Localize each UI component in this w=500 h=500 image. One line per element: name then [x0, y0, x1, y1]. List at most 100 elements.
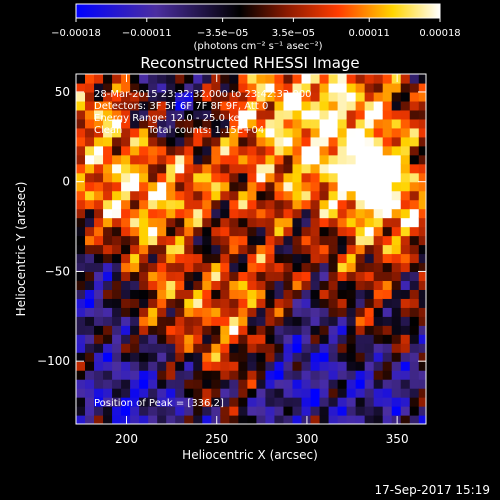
heatmap-cell: [139, 100, 149, 111]
heatmap-cell: [400, 235, 411, 246]
heatmap-cell: [103, 136, 113, 147]
heatmap-cell: [139, 343, 149, 353]
heatmap-cell: [85, 289, 95, 299]
heatmap-cell: [400, 74, 411, 84]
heatmap-cell: [247, 352, 258, 362]
heatmap-cell: [229, 325, 239, 335]
heatmap-cell: [148, 343, 158, 353]
heatmap-cell: [130, 74, 140, 84]
heatmap-cell: [220, 343, 230, 353]
heatmap-cell: [130, 406, 140, 416]
heatmap-cell: [310, 163, 321, 174]
heatmap-cell: [292, 262, 303, 273]
heatmap-cell: [139, 280, 149, 290]
heatmap-cell: [211, 307, 221, 317]
heatmap-cell: [256, 280, 267, 290]
y-tick-label: −100: [37, 354, 70, 368]
heatmap-cell: [373, 262, 384, 273]
heatmap-cell: [193, 172, 203, 183]
heatmap-cell: [202, 100, 212, 111]
heatmap-cell: [292, 406, 303, 416]
heatmap-cell: [310, 100, 321, 111]
heatmap-cell: [211, 74, 221, 84]
heatmap-cell: [211, 136, 221, 147]
heatmap-cell: [238, 145, 248, 156]
heatmap-cell: [283, 91, 294, 102]
heatmap-cell: [391, 199, 402, 210]
heatmap-cell: [328, 262, 339, 273]
heatmap-cell: [220, 190, 230, 201]
heatmap-cell: [193, 181, 203, 192]
heatmap-cell: [382, 154, 393, 165]
heatmap-cell: [247, 118, 258, 129]
heatmap-cell: [256, 298, 267, 308]
heatmap-cell: [112, 298, 122, 308]
heatmap-cell: [346, 199, 357, 210]
heatmap-cell: [364, 190, 375, 201]
heatmap-cell: [364, 343, 375, 353]
heatmap-cell: [94, 145, 104, 156]
heatmap-cell: [382, 127, 393, 138]
y-tick-label: 0: [62, 175, 70, 189]
heatmap-cell: [148, 109, 158, 120]
heatmap-cell: [76, 181, 86, 192]
heatmap-cell: [229, 397, 239, 407]
heatmap-cell: [139, 307, 149, 317]
heatmap-cell: [193, 145, 203, 156]
colorbar-tick-label: −3.5e−05: [197, 28, 249, 39]
heatmap-cell: [292, 253, 303, 264]
heatmap-cell: [112, 181, 122, 192]
heatmap-cell: [391, 352, 402, 362]
heatmap-cell: [112, 100, 122, 111]
heatmap-cell: [301, 208, 312, 219]
heatmap-cell: [148, 82, 158, 93]
heatmap-cell: [328, 154, 339, 165]
heatmap-cell: [256, 190, 267, 201]
heatmap-cell: [130, 298, 140, 308]
heatmap-cell: [94, 289, 104, 299]
heatmap-cell: [148, 136, 158, 147]
heatmap-cell: [175, 307, 185, 317]
heatmap-cell: [193, 199, 203, 210]
heatmap-cell: [373, 217, 384, 228]
heatmap-cell: [346, 181, 357, 192]
heatmap-cell: [139, 91, 149, 102]
colorbar-tick-label: 0.00011: [349, 28, 390, 39]
heatmap-cell: [391, 74, 402, 84]
heatmap-cell: [301, 262, 312, 273]
heatmap-cell: [157, 280, 167, 290]
heatmap-cell: [130, 370, 140, 380]
heatmap-cell: [193, 82, 203, 93]
heatmap-cell: [220, 109, 230, 120]
heatmap-cell: [175, 109, 185, 120]
heatmap-cell: [148, 172, 158, 183]
heatmap-cell: [382, 415, 393, 424]
heatmap-cell: [184, 370, 194, 380]
heatmap-cell: [364, 379, 375, 389]
heatmap-cell: [220, 361, 230, 371]
heatmap-cell: [346, 127, 357, 138]
heatmap-cell: [130, 361, 140, 371]
heatmap-cell: [238, 343, 248, 353]
heatmap-cell: [166, 235, 176, 246]
heatmap-cell: [373, 388, 384, 398]
heatmap-cell: [355, 397, 366, 407]
heatmap-cell: [319, 118, 330, 129]
heatmap-cell: [355, 325, 366, 335]
heatmap-cell: [292, 370, 303, 380]
heatmap-cell: [265, 154, 276, 165]
heatmap-cell: [382, 406, 393, 416]
heatmap-cell: [202, 289, 212, 299]
heatmap-cell: [76, 244, 86, 255]
heatmap-cell: [292, 325, 303, 335]
heatmap-cell: [328, 271, 339, 282]
heatmap-cell: [76, 217, 86, 228]
heatmap-cell: [85, 145, 95, 156]
heatmap-cell: [175, 118, 185, 129]
heatmap-cell: [265, 82, 276, 93]
heatmap-cell: [121, 370, 131, 380]
heatmap-cell: [166, 226, 176, 237]
heatmap-cell: [319, 190, 330, 201]
heatmap-cell: [238, 226, 248, 237]
heatmap-cell: [382, 217, 393, 228]
